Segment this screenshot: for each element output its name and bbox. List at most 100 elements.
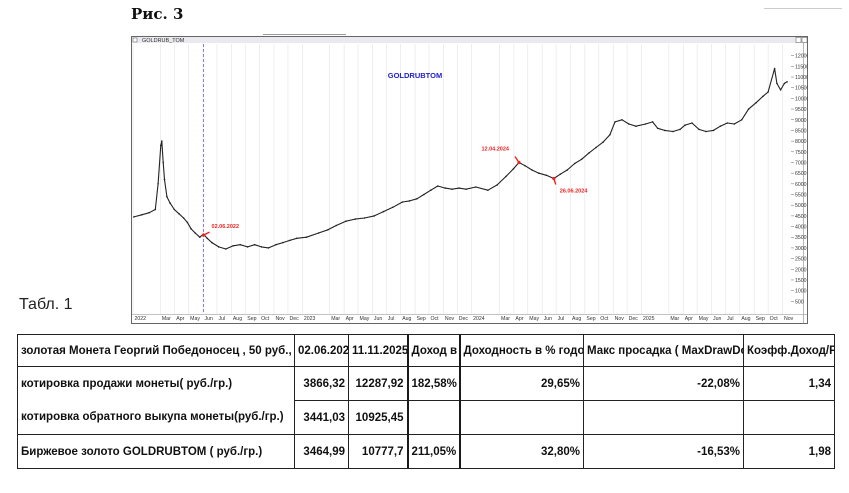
data-point	[786, 81, 788, 83]
series-line	[133, 67, 788, 250]
cell-end: 12287,92	[348, 366, 408, 401]
data-point	[416, 198, 418, 200]
data-point	[373, 215, 375, 217]
y-tick-label: 500	[795, 299, 804, 305]
data-point	[163, 178, 166, 181]
data-point	[602, 141, 604, 143]
data-point	[691, 122, 693, 124]
cell-drawdown: -16,53%	[583, 434, 744, 469]
chart-window-titlebar	[132, 37, 807, 43]
y-tick-label: 6500	[795, 171, 807, 177]
data-point	[211, 241, 213, 244]
cell-return	[406, 400, 461, 435]
x-tick-label: May	[529, 316, 539, 322]
data-point	[260, 246, 263, 248]
data-point	[614, 121, 616, 123]
x-tick-label: Oct	[261, 316, 270, 322]
x-tick-label: Jul	[727, 316, 734, 322]
y-tick-label: 4500	[795, 214, 807, 220]
data-point	[162, 161, 164, 164]
x-tick-label: Sep	[247, 316, 256, 322]
data-point	[408, 200, 411, 202]
data-point	[430, 189, 432, 191]
x-tick-label: Apr	[346, 316, 354, 322]
data-point	[538, 172, 540, 174]
x-tick-label: Mar	[331, 316, 340, 322]
data-point	[451, 188, 454, 190]
chart-frame	[131, 36, 808, 324]
x-tick-label: May	[699, 316, 709, 322]
x-tick-label: Apr	[685, 316, 693, 322]
x-tick-label: Aug	[402, 316, 411, 322]
data-point	[296, 237, 298, 240]
data-point	[663, 129, 666, 132]
x-tick-label: Oct	[770, 316, 779, 322]
cell-date-end: 11.11.2025	[348, 334, 408, 367]
x-tick-label: Mar	[670, 316, 679, 322]
cell-date-start: 02.06.2022	[294, 334, 349, 367]
data-point	[305, 236, 308, 238]
cell-ratio: 1,34	[743, 366, 835, 401]
data-point	[465, 188, 467, 190]
y-tick-label: 9500	[795, 107, 807, 113]
data-point	[444, 187, 447, 189]
y-tick-label: 11500	[795, 64, 808, 70]
data-point	[635, 125, 637, 127]
y-tick-label: 5500	[795, 193, 807, 199]
y-tick-label: 10000	[795, 96, 808, 102]
data-point	[755, 101, 757, 104]
y-tick-label: 10500	[795, 86, 808, 92]
row-label: золотая Монета Георгий Победоносец , 50 …	[17, 334, 295, 367]
data-point	[246, 246, 249, 248]
data-point	[289, 239, 291, 242]
data-point	[148, 211, 150, 214]
data-point	[705, 130, 707, 133]
y-tick-label: 1000	[795, 289, 807, 295]
data-point	[545, 174, 548, 177]
x-tick-label: Jul	[388, 316, 395, 322]
x-tick-label: Sep	[586, 316, 595, 322]
data-point	[275, 243, 277, 246]
divider	[764, 8, 842, 9]
data-point	[423, 193, 425, 196]
x-tick-label: Jun	[205, 316, 213, 322]
cell-return: 211,05%	[406, 434, 461, 469]
data-point	[779, 89, 782, 91]
x-tick-label: Oct	[430, 316, 439, 322]
cell-end: 10925,45	[348, 400, 408, 435]
y-tick-label: 12000	[795, 54, 808, 60]
x-tick-label: Mar	[501, 316, 510, 322]
data-point	[475, 186, 477, 188]
cell-header-return: Доход в %	[406, 334, 461, 367]
row-label: котировка обратного выкупа монеты(руб./г…	[17, 400, 295, 435]
x-tick-label: Oct	[600, 316, 609, 322]
x-axis-labels: 2022 Mar Apr May Jun Jul Aug Sep Oct Nov Dec 2023 Ma…	[135, 316, 794, 322]
cell-ratio	[743, 400, 835, 435]
data-point	[157, 183, 159, 185]
data-point	[458, 187, 460, 189]
x-tick-label: Aug	[572, 316, 581, 322]
data-point	[698, 128, 700, 131]
maximize-icon[interactable]	[795, 37, 802, 43]
annotation-arrowhead	[517, 160, 521, 165]
y-axis: 500 1000 1500 2000 2500 3000 3500 4000 4500 5000 5…	[791, 54, 808, 305]
y-tick-label: 8000	[795, 139, 807, 145]
chart-window-title: GOLDRUB_TOM	[142, 38, 185, 44]
x-tick-label: Sep	[417, 316, 426, 322]
table-row: котировка продажи монеты( руб./гр.) 3866…	[17, 366, 835, 401]
annotation-label: 02.06.2022	[212, 224, 240, 230]
data-point	[740, 119, 743, 121]
data-point	[487, 189, 489, 191]
annotation-label: 26.06.2024	[560, 189, 588, 195]
data-point	[327, 229, 329, 231]
close-icon[interactable]	[801, 37, 808, 43]
cell-start: 3866,32	[294, 366, 349, 401]
cell-header-annual: Доходность в % годовых	[459, 334, 584, 367]
x-tick-label: Nov	[784, 316, 794, 322]
data-point	[566, 169, 568, 171]
x-tick-label: Aug	[233, 316, 242, 322]
table-label: Табл. 1	[19, 296, 73, 313]
x-tick-label: Aug	[741, 316, 750, 322]
data-point	[524, 164, 526, 167]
x-tick-label: Apr	[176, 316, 184, 322]
